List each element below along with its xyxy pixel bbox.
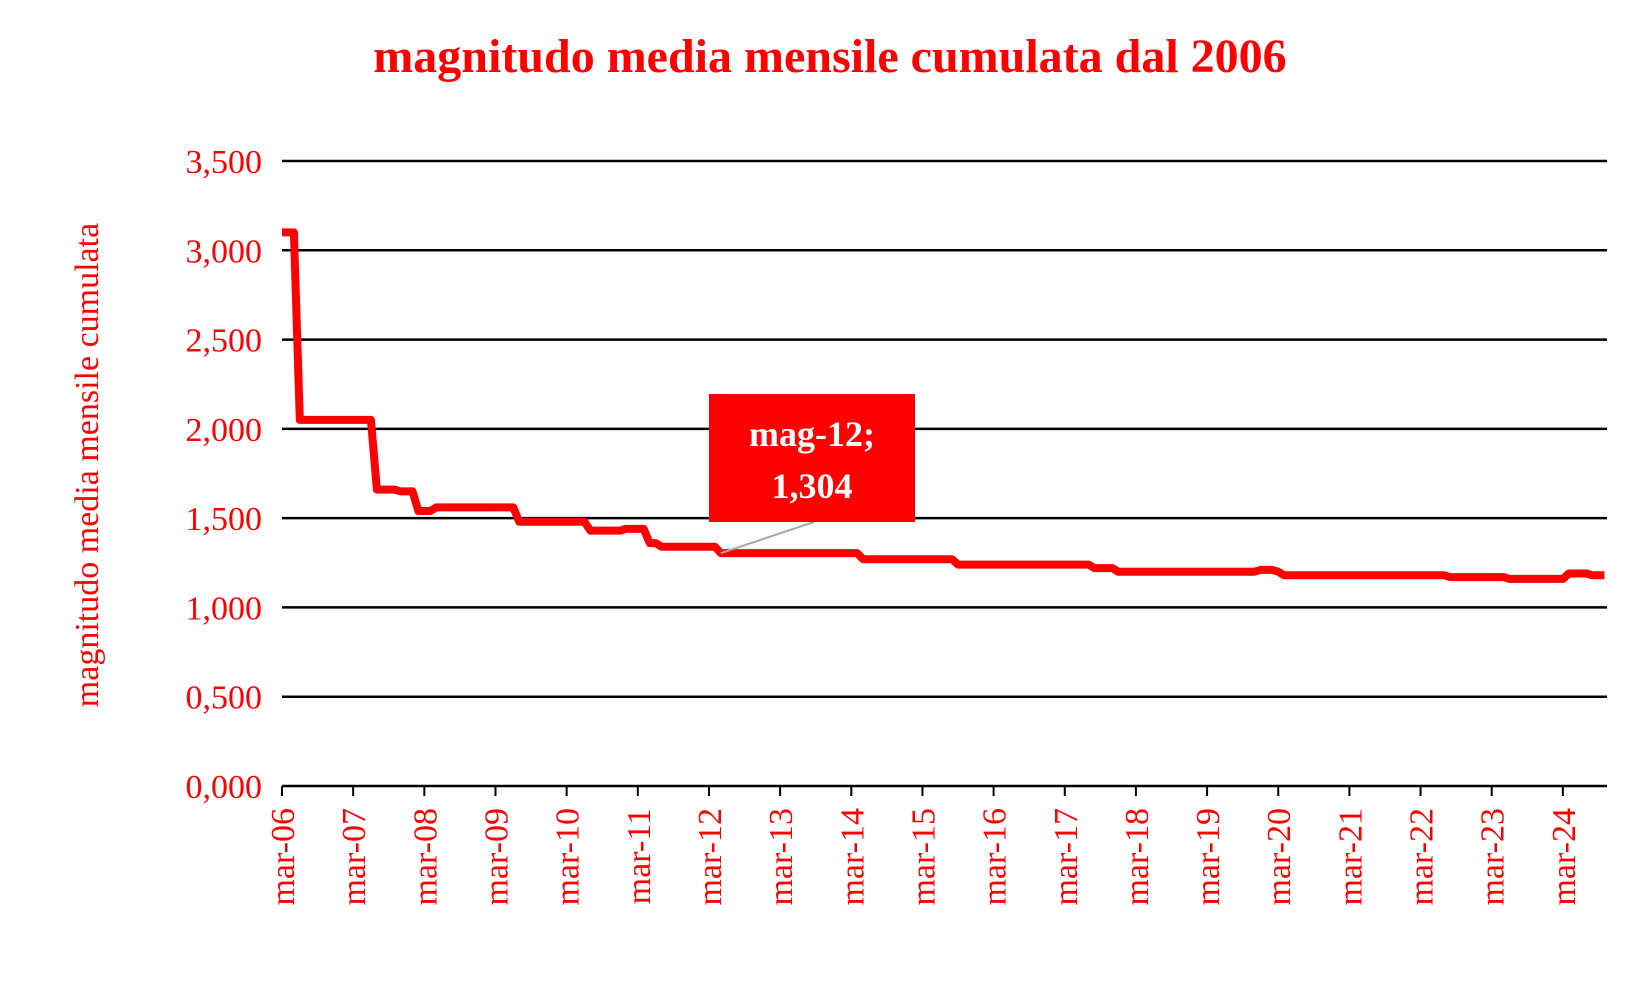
y-tick-label: 1,000 <box>186 590 263 627</box>
x-tick-label: mar-16 <box>977 808 1014 906</box>
x-tick-label: mar-08 <box>407 808 444 906</box>
x-tick-label: mar-17 <box>1048 808 1085 906</box>
x-tick-label: mar-09 <box>478 808 515 906</box>
x-tick-label: mar-24 <box>1546 808 1583 906</box>
x-tick-label: mar-13 <box>763 808 800 906</box>
x-tick-label: mar-14 <box>834 808 871 906</box>
annotation-label: 1,304 <box>772 466 853 506</box>
x-tick-label: mar-20 <box>1261 808 1298 906</box>
y-tick-label: 2,000 <box>186 412 263 449</box>
data-line <box>282 228 1605 583</box>
x-tick-label: mar-21 <box>1332 808 1369 906</box>
annotation-box <box>709 394 915 522</box>
x-tick-label: mar-19 <box>1190 808 1227 906</box>
x-tick-label: mar-18 <box>1119 808 1156 906</box>
x-tick-label: mar-15 <box>905 808 942 906</box>
chart-title: magnitudo media mensile cumulata dal 200… <box>373 30 1286 83</box>
x-tick-label: mar-23 <box>1475 808 1512 906</box>
y-tick-label: 0,000 <box>186 769 263 806</box>
annotation-text: mag-12; <box>749 414 875 454</box>
y-tick-label: 2,500 <box>186 323 263 360</box>
x-tick-label: mar-07 <box>336 808 373 906</box>
x-tick-label: mar-06 <box>265 808 302 906</box>
y-tick-label: 0,500 <box>186 680 263 717</box>
y-tick-label: 3,500 <box>186 144 263 181</box>
x-tick-label: mar-22 <box>1404 808 1441 906</box>
y-tick-label: 3,000 <box>186 233 263 270</box>
x-tick-label: mar-12 <box>692 808 729 906</box>
annotation-leader <box>720 521 815 555</box>
y-axis-label: magnitudo media mensile cumulata <box>69 223 106 707</box>
y-tick-label: 1,500 <box>186 501 263 538</box>
x-tick-label: mar-11 <box>621 808 658 904</box>
x-tick-label: mar-10 <box>550 808 587 906</box>
